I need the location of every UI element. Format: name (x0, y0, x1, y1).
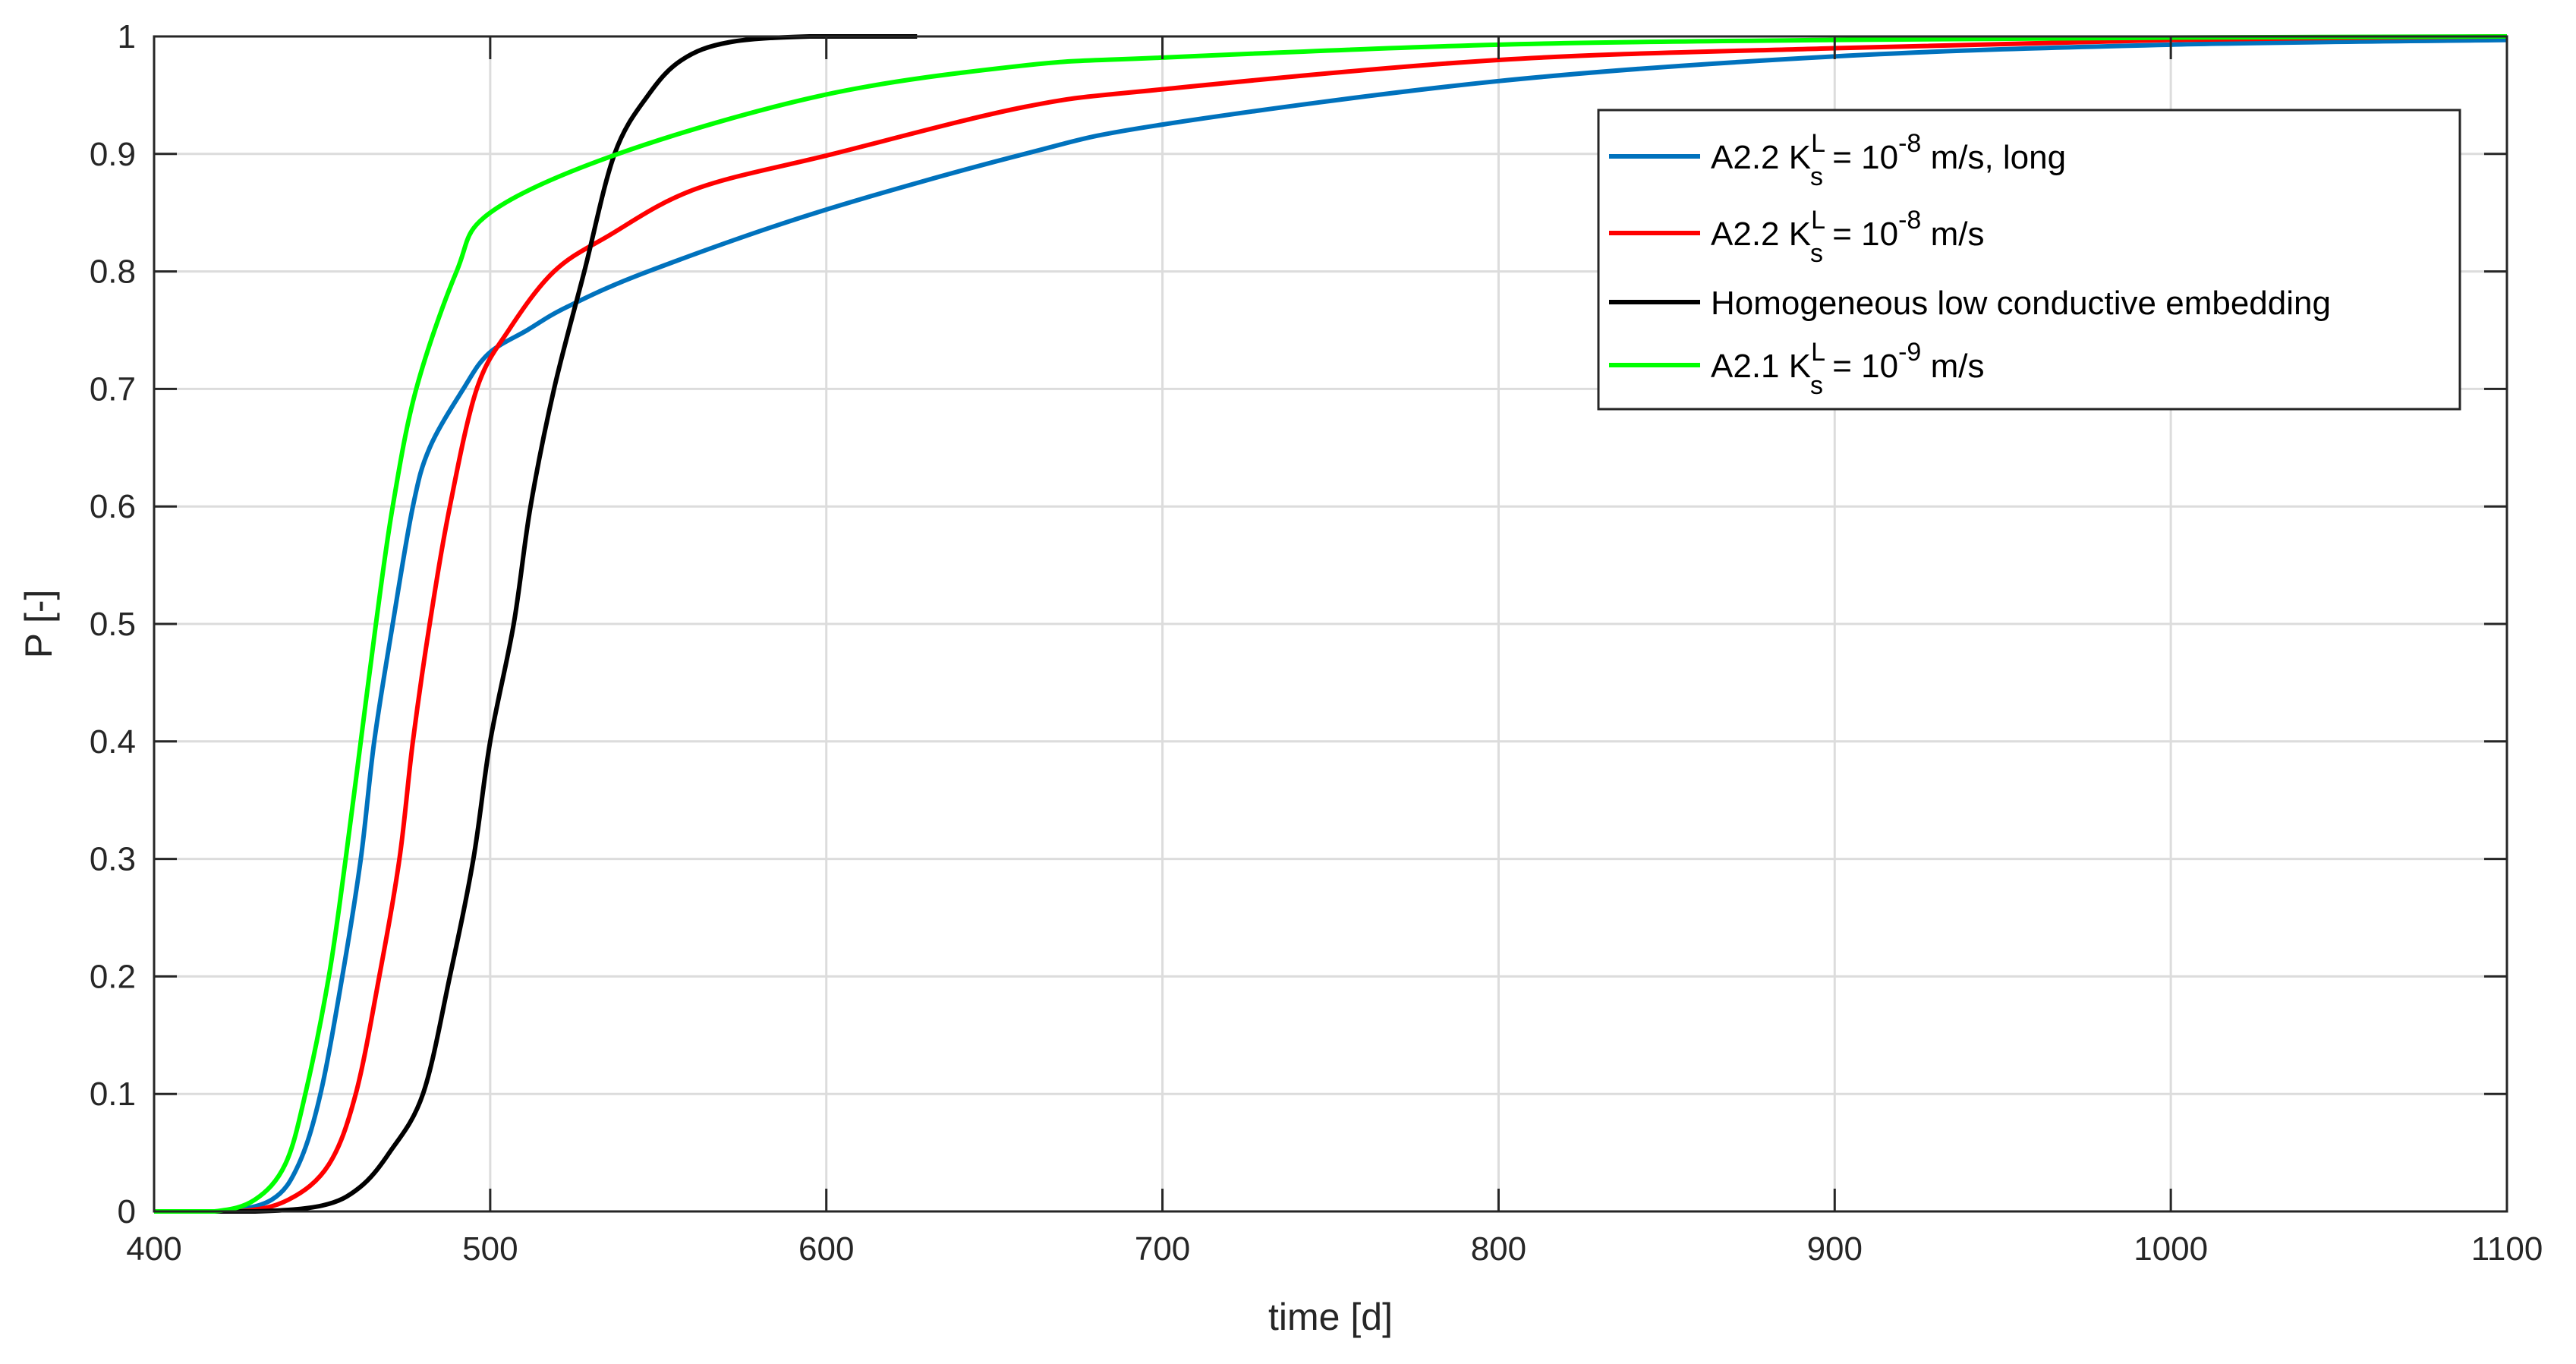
series-line-2 (153, 33, 918, 1214)
x-axis-label: time [d] (1268, 1296, 1393, 1338)
legend-text-part: L (1811, 338, 1825, 367)
y-tick-label: 0.2 (90, 958, 136, 995)
legend-text-part: A2.2 K (1711, 139, 1811, 176)
x-tick-label: 900 (1807, 1230, 1863, 1268)
y-tick-label: 0.8 (90, 254, 136, 291)
x-tick-label: 1100 (2471, 1230, 2543, 1268)
y-tick-label: 0.7 (90, 370, 136, 408)
ticks: 400 500 600 700 800 900 1000 1100 0 0.1 0.2 0.3 0.4 0… (90, 18, 2543, 1268)
legend-text-part: L (1811, 129, 1825, 158)
legend-text-part: -8 (1898, 129, 1921, 158)
y-tick-label: 0.6 (90, 488, 136, 525)
legend-text-part: A2.1 K (1711, 348, 1811, 385)
legend-text-part: L (1811, 206, 1825, 235)
y-tick-label: 0.9 (90, 136, 136, 173)
series-line-1 (153, 34, 2508, 1214)
series-line-0 (153, 37, 2508, 1214)
series-line-3 (153, 34, 2508, 1214)
y-tick-label: 0.5 (90, 606, 136, 643)
y-tick-label: 1 (118, 18, 136, 55)
legend-text-part: m/s (1921, 348, 1984, 385)
legend-label-1: A2.2 KL s = 10-8 m/s (1711, 206, 1984, 268)
legend-box (1597, 109, 2461, 411)
legend-text-part: Homogeneous low conductive embedding (1711, 285, 2331, 322)
x-tick-label: 700 (1135, 1230, 1190, 1268)
y-tick-label: 0.1 (90, 1076, 136, 1113)
legend-text-part: m/s, long (1921, 139, 2066, 176)
y-tick-label: 0.4 (90, 723, 136, 761)
legend-text-part: -9 (1898, 338, 1921, 367)
legend-text-part: = 10 (1823, 216, 1898, 253)
legend-text-part: A2.2 K (1711, 216, 1811, 253)
y-tick-label: 0.3 (90, 841, 136, 878)
x-tick-label: 800 (1471, 1230, 1526, 1268)
legend-text-part: -8 (1898, 206, 1921, 235)
x-tick-label: 400 (126, 1230, 181, 1268)
legend-text-part: s (1810, 239, 1823, 268)
x-tick-label: 600 (798, 1230, 854, 1268)
legend-label-0: A2.2 KL s = 10-8 m/s, long (1711, 129, 2066, 191)
x-tick-label: 500 (462, 1230, 518, 1268)
legend-label-3: A2.1 KL s = 10-9 m/s (1711, 338, 1984, 400)
y-axis-label: P [-] (17, 590, 60, 659)
legend-text-part: s (1810, 371, 1823, 400)
series-lines (153, 33, 2508, 1214)
legend-text-part: m/s (1921, 216, 1984, 253)
legend-text-part: = 10 (1823, 139, 1898, 176)
y-tick-label: 0 (118, 1193, 136, 1230)
legend-text-part: s (1810, 162, 1823, 191)
legend-label-2: Homogeneous low conductive embedding (1711, 285, 2331, 322)
x-tick-label: 1000 (2134, 1230, 2208, 1268)
legend-text-part: = 10 (1823, 348, 1898, 385)
